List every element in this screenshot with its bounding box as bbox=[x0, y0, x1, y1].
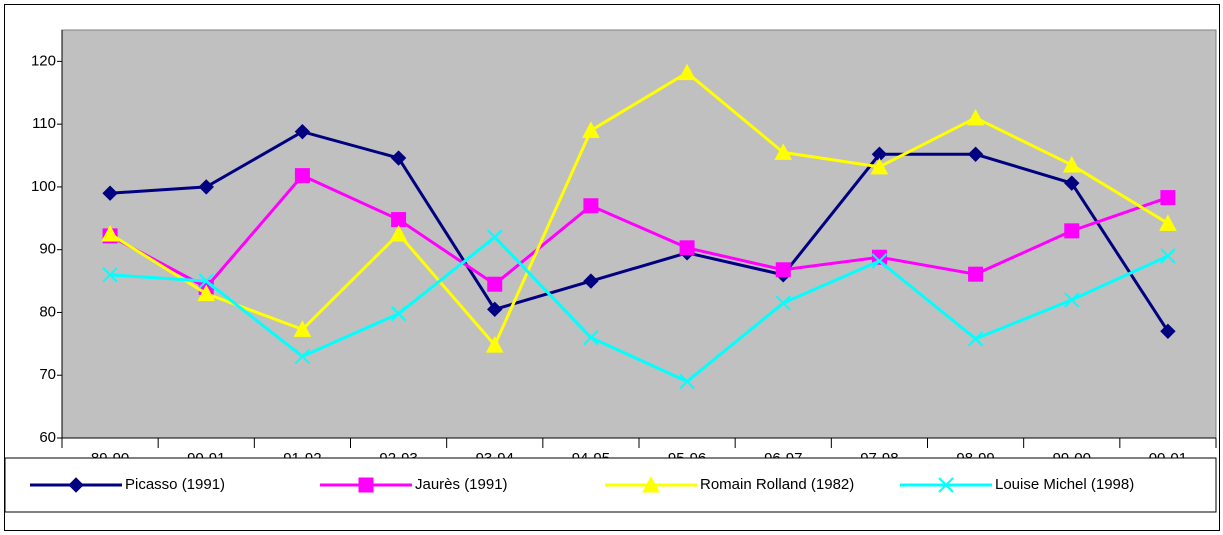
marker bbox=[1160, 323, 1176, 339]
plot-area bbox=[61, 29, 1217, 439]
marker bbox=[487, 276, 503, 292]
marker bbox=[1160, 248, 1176, 264]
marker bbox=[101, 224, 119, 242]
marker bbox=[390, 306, 407, 322]
marker bbox=[582, 121, 600, 138]
marker bbox=[487, 229, 503, 245]
marker bbox=[102, 267, 118, 283]
series-line bbox=[109, 235, 1169, 384]
marker bbox=[1062, 155, 1081, 173]
marker bbox=[197, 284, 216, 302]
marker bbox=[487, 301, 503, 318]
series bbox=[102, 229, 1176, 390]
marker bbox=[967, 146, 984, 162]
marker bbox=[966, 108, 985, 126]
marker bbox=[775, 262, 791, 278]
series-line bbox=[109, 173, 1169, 290]
marker bbox=[1159, 214, 1177, 231]
marker bbox=[294, 123, 311, 140]
marker bbox=[583, 198, 599, 214]
series bbox=[102, 123, 1176, 339]
marker bbox=[294, 168, 310, 184]
marker bbox=[389, 224, 408, 242]
marker bbox=[198, 273, 214, 289]
marker bbox=[938, 477, 954, 493]
marker bbox=[774, 143, 793, 160]
legend-label: Picasso (1991) bbox=[125, 476, 225, 493]
marker bbox=[871, 249, 887, 265]
y-tick-label: 90 bbox=[39, 241, 56, 258]
marker bbox=[968, 266, 984, 282]
marker bbox=[1160, 190, 1176, 206]
marker bbox=[642, 475, 660, 493]
marker bbox=[583, 329, 599, 346]
marker bbox=[679, 240, 695, 256]
series-line bbox=[109, 130, 1170, 333]
y-tick-label: 100 bbox=[31, 178, 56, 195]
y-tick-label: 60 bbox=[39, 429, 56, 446]
marker bbox=[1064, 223, 1080, 239]
marker bbox=[68, 477, 84, 493]
marker bbox=[485, 336, 504, 353]
marker bbox=[679, 373, 695, 390]
y-tick-label: 110 bbox=[32, 115, 56, 132]
marker bbox=[390, 150, 407, 166]
legend-label: Romain Rolland (1982) bbox=[700, 476, 854, 493]
marker bbox=[1064, 175, 1080, 191]
marker bbox=[775, 295, 791, 311]
marker bbox=[871, 253, 888, 269]
marker bbox=[583, 273, 599, 289]
marker bbox=[293, 320, 312, 337]
marker bbox=[678, 63, 696, 81]
legend-label: Jaurès (1991) bbox=[415, 476, 508, 493]
marker bbox=[967, 331, 984, 347]
marker bbox=[1064, 292, 1080, 308]
marker bbox=[391, 212, 407, 228]
marker bbox=[358, 477, 374, 493]
legend-label: Louise Michel (1998) bbox=[995, 476, 1134, 493]
y-tick-label: 80 bbox=[39, 303, 56, 320]
series-line bbox=[109, 70, 1169, 348]
y-tick-label: 70 bbox=[39, 366, 56, 383]
marker bbox=[870, 157, 889, 175]
marker bbox=[294, 348, 311, 365]
marker bbox=[102, 185, 118, 201]
marker bbox=[198, 179, 214, 195]
y-tick-label: 120 bbox=[31, 52, 56, 69]
series bbox=[101, 63, 1177, 353]
